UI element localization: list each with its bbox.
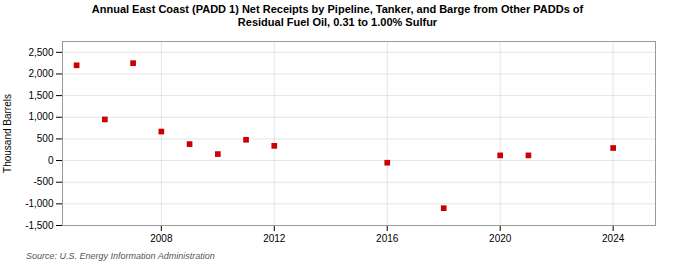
svg-text:500: 500	[37, 133, 54, 144]
svg-text:2012: 2012	[263, 233, 286, 244]
svg-text:2020: 2020	[489, 233, 512, 244]
svg-text:2,000: 2,000	[28, 68, 53, 79]
svg-text:2008: 2008	[150, 233, 173, 244]
html-text:Source: U.S. Energy Informatio: Source: U.S. Energy Information Administ…	[26, 251, 215, 261]
svg-text:0: 0	[48, 155, 54, 166]
svg-text:1,500: 1,500	[28, 90, 53, 101]
svg-text:1,000: 1,000	[28, 111, 53, 122]
svg-text:2,500: 2,500	[28, 47, 53, 58]
svg-text:2024: 2024	[602, 233, 625, 244]
svg-text:-1,500: -1,500	[25, 220, 54, 231]
svg-text:-1,000: -1,000	[25, 198, 54, 209]
svg-text:Thousand Barrels: Thousand Barrels	[2, 94, 13, 173]
svg-text:2016: 2016	[376, 233, 399, 244]
svg-text:-500: -500	[33, 176, 53, 187]
html-text:Annual East Coast (PADD 1) Net: Annual East Coast (PADD 1) Net Receipts …	[91, 3, 584, 28]
